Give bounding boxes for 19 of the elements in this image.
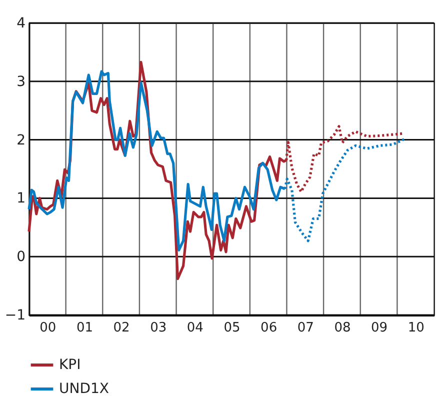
x-tick-label: 00 <box>40 320 56 336</box>
y-tick-label: 2 <box>16 132 26 148</box>
x-tick-label: 03 <box>150 320 167 336</box>
x-tick-label: 10 <box>408 320 424 336</box>
y-tick-label: 3 <box>16 74 26 90</box>
x-tick-label: 08 <box>334 320 351 336</box>
y-tick-label: 4 <box>16 16 26 32</box>
x-tick-label: 07 <box>297 320 314 336</box>
y-tick-label: 1 <box>16 190 26 207</box>
x-tick-label: 06 <box>260 320 278 336</box>
legend-label: KPI <box>59 357 81 373</box>
y-tick-label: 0 <box>16 249 26 266</box>
x-tick-label: 01 <box>76 320 93 336</box>
x-tick-label: 02 <box>113 320 130 336</box>
legend-label: UND1X <box>59 381 110 397</box>
x-tick-label: 04 <box>186 320 204 336</box>
x-tick-label: 09 <box>371 320 388 336</box>
y-tick-label: −1 <box>4 308 26 324</box>
x-tick-label: 05 <box>224 320 240 336</box>
